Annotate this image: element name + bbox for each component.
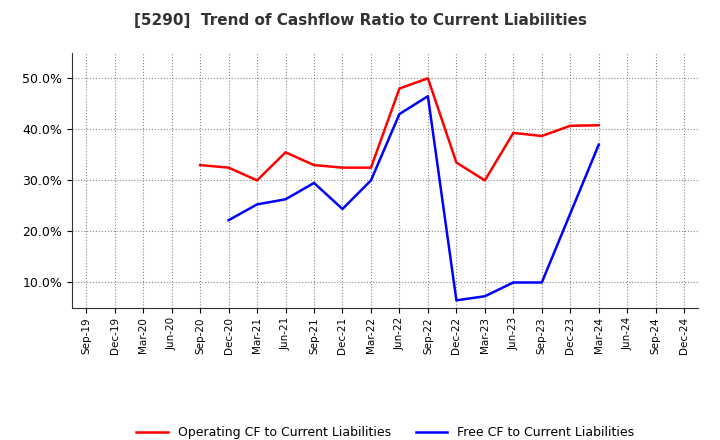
Operating CF to Current Liabilities <box>423 76 432 81</box>
Line: Operating CF to Current Liabilities: Operating CF to Current Liabilities <box>200 78 599 180</box>
Free CF to Current Liabilities <box>253 202 261 207</box>
Free CF to Current Liabilities <box>225 217 233 223</box>
Operating CF to Current Liabilities <box>566 123 575 128</box>
Operating CF to Current Liabilities <box>253 178 261 183</box>
Operating CF to Current Liabilities <box>595 123 603 128</box>
Line: Free CF to Current Liabilities: Free CF to Current Liabilities <box>229 96 599 301</box>
Free CF to Current Liabilities <box>452 298 461 303</box>
Free CF to Current Liabilities <box>338 206 347 212</box>
Free CF to Current Liabilities <box>310 180 318 186</box>
Operating CF to Current Liabilities <box>338 165 347 170</box>
Free CF to Current Liabilities <box>595 142 603 147</box>
Free CF to Current Liabilities <box>537 280 546 285</box>
Operating CF to Current Liabilities <box>366 165 375 170</box>
Legend: Operating CF to Current Liabilities, Free CF to Current Liabilities: Operating CF to Current Liabilities, Fre… <box>131 422 639 440</box>
Free CF to Current Liabilities <box>509 280 518 285</box>
Operating CF to Current Liabilities <box>509 130 518 136</box>
Operating CF to Current Liabilities <box>225 165 233 170</box>
Operating CF to Current Liabilities <box>310 162 318 168</box>
Text: [5290]  Trend of Cashflow Ratio to Current Liabilities: [5290] Trend of Cashflow Ratio to Curren… <box>133 13 587 28</box>
Free CF to Current Liabilities <box>366 178 375 183</box>
Operating CF to Current Liabilities <box>480 178 489 183</box>
Free CF to Current Liabilities <box>395 111 404 117</box>
Operating CF to Current Liabilities <box>395 86 404 91</box>
Free CF to Current Liabilities <box>423 94 432 99</box>
Free CF to Current Liabilities <box>282 197 290 202</box>
Free CF to Current Liabilities <box>480 293 489 299</box>
Operating CF to Current Liabilities <box>537 133 546 139</box>
Operating CF to Current Liabilities <box>282 150 290 155</box>
Operating CF to Current Liabilities <box>452 160 461 165</box>
Operating CF to Current Liabilities <box>196 162 204 168</box>
